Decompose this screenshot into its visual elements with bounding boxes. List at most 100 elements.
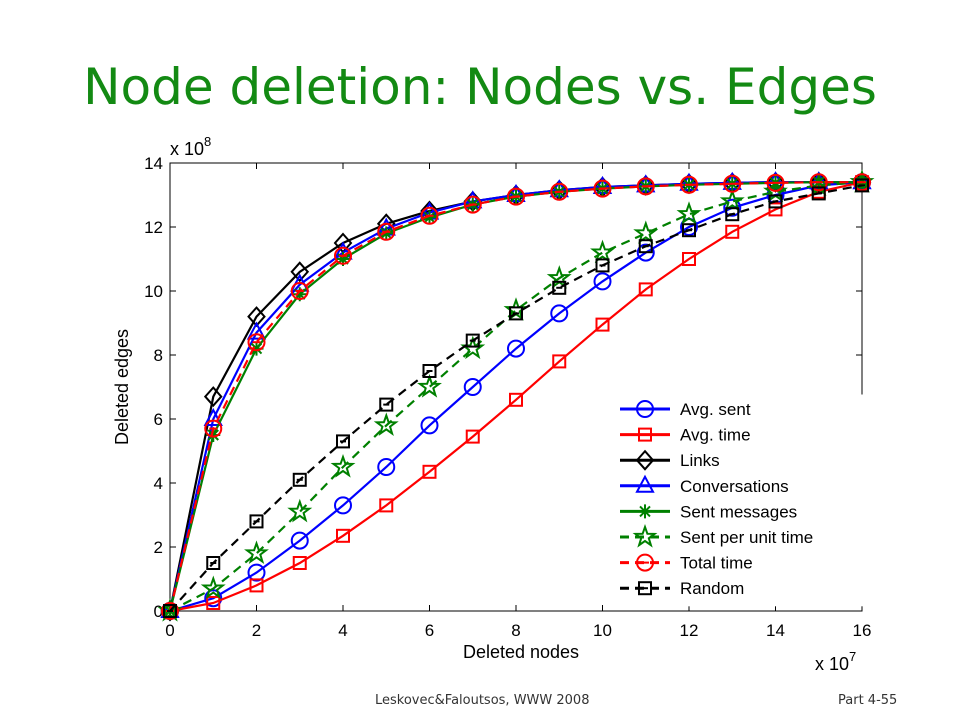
data-point-total-time [420,206,439,225]
data-point-links [203,386,223,408]
data-point-random [638,239,653,254]
y-multiplier: x 108 [170,134,211,159]
data-point-avg-sent [204,589,223,608]
data-point-total-time [636,177,655,196]
data-point-sent-per-unit-time [676,201,702,225]
y-axis-label: Deleted edges [112,329,132,445]
legend-label-conversations: Conversations [680,477,789,496]
data-point-links [290,261,310,283]
data-point-random [206,556,221,570]
data-point-total-time [377,222,396,241]
footer-page-number: Part 4-55 [838,693,898,708]
data-point-avg-time [249,578,264,593]
data-point-sent-per-unit-time [417,373,442,398]
x-tick-label: 16 [853,621,872,640]
legend-marker-links [635,449,655,471]
x-tick-label: 2 [252,621,261,640]
data-point-random [682,223,696,238]
data-point-random [595,258,610,273]
data-point-random [336,434,350,449]
data-point-sent-per-unit-time [330,453,356,478]
data-point-avg-sent [550,304,569,323]
legend-label-sent-messages: Sent messages [680,502,797,521]
data-point-total-time [334,246,352,265]
data-point-random [509,306,523,321]
data-point-conversations [203,407,223,426]
data-point-sent-messages [249,341,264,356]
y-tick-label: 12 [144,218,163,237]
x-axis-label: Deleted nodes [463,642,579,662]
data-point-total-time [550,182,569,201]
legend-marker-avg-time [638,427,652,442]
data-point-avg-time [206,596,221,610]
data-point-random [163,604,177,618]
legend-label-sent-per-unit-time: Sent per unit time [680,528,813,547]
data-point-total-time [290,282,309,300]
data-point-avg-sent [593,272,612,291]
data-point-total-time [809,173,828,192]
x-tick-label: 8 [511,621,520,640]
x-tick-label: 14 [766,621,785,640]
series-total-time [161,173,871,620]
y-tick-label: 14 [144,154,163,173]
legend-label-avg-time: Avg. time [680,426,751,445]
data-point-total-time [507,187,525,206]
data-point-avg-sent [334,496,352,515]
data-point-avg-time [552,354,567,369]
data-point-total-time [680,175,698,194]
legend-marker-sent-per-unit-time [632,523,658,548]
data-point-random [249,514,264,529]
series-random [163,178,869,618]
y-tick-label: 6 [154,410,163,429]
y-tick-label: 8 [154,346,163,365]
data-point-sent-messages [336,252,350,266]
data-point-total-time [161,602,179,620]
legend-marker-avg-sent [636,400,654,418]
data-point-sent-messages [206,428,221,442]
data-point-avg-time [595,317,610,332]
legend-marker-total-time [636,553,654,572]
data-point-avg-time [768,202,783,217]
data-point-random [422,364,437,378]
data-point-avg-time [465,429,480,444]
x-tick-label: 6 [425,621,434,640]
data-point-sent-per-unit-time [719,188,745,212]
data-point-avg-time [292,556,307,570]
x-tick-label: 12 [680,621,699,640]
legend-label-links: Links [680,451,720,470]
data-point-sent-per-unit-time [244,540,269,564]
data-point-avg-time [725,224,740,239]
y-tick-label: 4 [154,474,163,493]
data-point-avg-sent [247,563,266,582]
data-point-random [379,397,394,412]
legend-marker-random [638,581,652,596]
data-point-avg-sent [507,339,525,358]
data-point-avg-sent [723,198,742,217]
y-tick-label: 2 [154,538,163,557]
data-point-avg-time [638,282,653,297]
data-point-sent-messages [292,287,307,302]
legend-marker-sent-messages [638,504,652,519]
legend-box [611,394,863,607]
legend-label-avg-sent: Avg. sent [680,400,751,419]
legend-label-random: Random [680,579,744,598]
series-line-avg-time [169,181,863,613]
legend-marker-conversations [635,474,655,493]
y-tick-label: 0 [154,602,163,621]
data-point-total-time [204,419,223,438]
data-point-sent-per-unit-time [373,412,399,436]
data-point-avg-time [422,464,437,479]
data-point-avg-time [379,498,394,513]
data-point-avg-sent [290,531,309,550]
data-point-avg-time [682,252,696,266]
data-point-total-time [247,333,266,352]
data-point-avg-time [509,392,523,407]
data-point-sent-messages [422,210,437,225]
data-point-conversations [246,321,267,340]
x-tick-label: 4 [338,621,347,640]
x-tick-label: 0 [165,621,174,640]
legend: Avg. sent Avg. time Links Conversations Sent… [611,394,863,607]
data-point-avg-sent [420,416,439,435]
data-point-total-time [766,173,785,192]
data-point-total-time [723,174,742,193]
